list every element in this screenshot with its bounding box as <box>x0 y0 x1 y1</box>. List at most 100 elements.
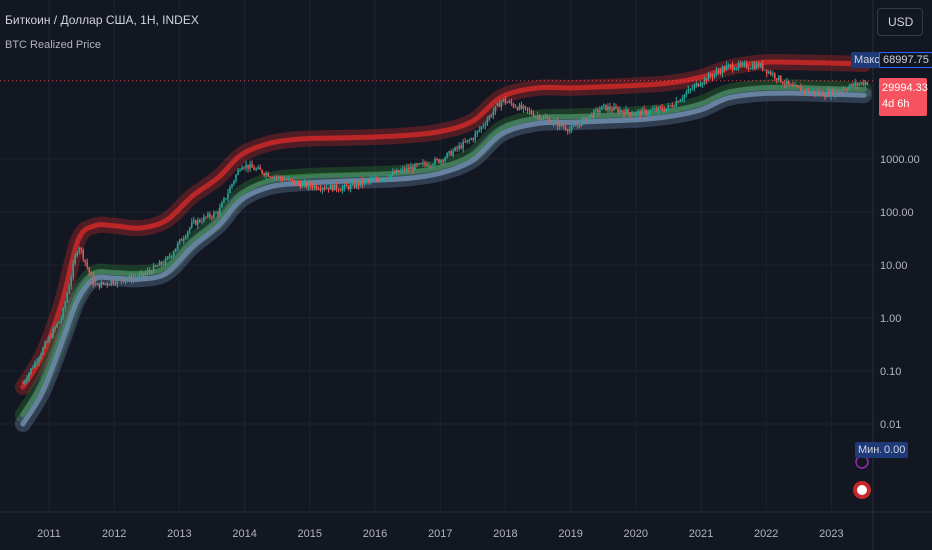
candle-body <box>410 166 412 170</box>
candle-body <box>375 178 378 180</box>
candle-body <box>514 106 517 108</box>
candle-body <box>512 103 515 107</box>
candle-body <box>361 180 364 185</box>
candle-body <box>303 182 306 184</box>
candle-body <box>733 69 736 71</box>
candle-body <box>719 71 722 74</box>
candle-body <box>42 347 44 355</box>
candle-body <box>625 109 627 115</box>
candle-body <box>721 67 724 74</box>
candle-body <box>114 283 117 285</box>
candle-body <box>856 82 859 86</box>
candle-body <box>22 382 24 384</box>
candle-body <box>257 167 259 169</box>
candle-body <box>203 216 205 222</box>
candle-body <box>160 262 163 265</box>
candle-body <box>450 151 452 156</box>
candle-body <box>585 117 587 122</box>
candle-body <box>828 91 830 96</box>
candle-body <box>323 188 326 190</box>
candle-body <box>279 176 282 179</box>
candle-body <box>434 159 436 165</box>
candle-body <box>146 270 149 274</box>
candle-body <box>440 160 442 163</box>
candle-body <box>691 88 694 90</box>
candle-body <box>699 84 702 87</box>
candle-body <box>249 164 251 169</box>
candle-body <box>556 120 559 127</box>
indicator-name[interactable]: BTC Realized Price <box>5 39 101 51</box>
candle-body <box>430 165 432 167</box>
candle-body <box>603 104 605 106</box>
candle-body <box>424 162 426 165</box>
candle-body <box>269 176 271 178</box>
candle-body <box>731 65 734 70</box>
candle-body <box>637 111 639 113</box>
candle-body <box>309 183 312 187</box>
candle-body <box>132 277 135 281</box>
candle-body <box>343 184 346 188</box>
candle-body <box>211 216 213 218</box>
candle-body <box>231 183 233 188</box>
candle-body <box>661 107 664 110</box>
candle-body <box>295 181 298 184</box>
candle-body <box>778 75 780 80</box>
candle-body <box>651 109 653 111</box>
candle-body <box>826 91 828 98</box>
y-tick-label: 100.00 <box>880 207 914 219</box>
candle-body <box>751 65 754 69</box>
candle-body <box>277 176 280 178</box>
candle-body <box>136 277 139 279</box>
candle-body <box>62 308 64 318</box>
candle-body <box>385 177 388 179</box>
candle-body <box>763 69 766 71</box>
candle-body <box>528 110 531 112</box>
candle-body <box>723 67 726 70</box>
x-tick-label: 2018 <box>493 528 517 540</box>
candle-body <box>34 362 36 368</box>
candle-body <box>205 216 207 218</box>
candle-body <box>289 178 292 180</box>
candle-body <box>283 179 286 181</box>
candle-body <box>337 189 340 191</box>
candle-body <box>329 185 332 190</box>
candle-body <box>122 280 125 283</box>
candle-body <box>126 279 129 281</box>
x-tick-label: 2016 <box>363 528 387 540</box>
candle-body <box>349 184 352 190</box>
candle-body <box>705 78 708 81</box>
candle-body <box>291 179 294 181</box>
candle-body <box>106 283 109 285</box>
candle-body <box>470 138 473 140</box>
candle-body <box>605 104 607 111</box>
candle-body <box>207 213 209 218</box>
candle-body <box>615 106 617 109</box>
candle-body <box>647 112 649 114</box>
candle-body <box>253 167 255 171</box>
candle-body <box>458 145 460 149</box>
currency-button[interactable]: USD <box>877 8 923 36</box>
candle-body <box>44 342 46 348</box>
candle-body <box>498 103 501 107</box>
min-value: 0.00 <box>881 442 909 458</box>
candle-body <box>110 280 113 285</box>
candle-body <box>673 106 676 108</box>
candle-body <box>377 179 380 182</box>
candle-body <box>426 164 428 167</box>
candle-body <box>858 83 861 86</box>
candle-body <box>566 129 569 132</box>
candle-body <box>773 73 776 79</box>
candle-body <box>595 109 597 111</box>
candle-body <box>174 248 177 252</box>
candle-body <box>599 109 601 113</box>
candle-body <box>267 173 269 177</box>
candle-body <box>436 159 438 161</box>
candle-body <box>784 83 786 85</box>
candle-body <box>76 251 78 257</box>
candle-body <box>520 104 523 109</box>
candle-body <box>745 63 748 69</box>
candle-body <box>293 180 296 184</box>
candle-body <box>649 110 651 113</box>
candle-body <box>492 111 495 117</box>
